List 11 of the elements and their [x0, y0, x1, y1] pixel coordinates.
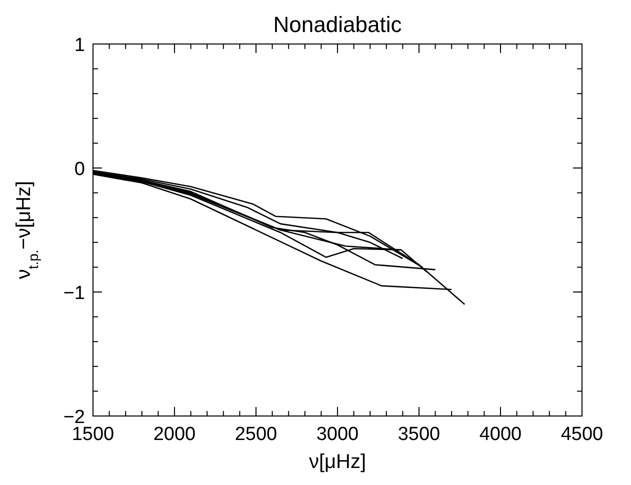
y-tick-label: 1	[74, 35, 85, 56]
y-tick-label: 0	[74, 159, 85, 180]
x-tick-label: 2000	[153, 424, 196, 445]
x-axis-title: ν[μHz]	[308, 451, 366, 473]
x-tick-label: 4000	[479, 424, 522, 445]
x-tick-label: 3500	[398, 424, 440, 445]
chart-title: Nonadiabatic	[273, 12, 402, 37]
x-tick-label: 4500	[560, 424, 604, 445]
x-tick-label: 2500	[234, 424, 278, 445]
x-tick-label: 3000	[316, 424, 359, 445]
y-tick-label: −1	[63, 283, 85, 304]
